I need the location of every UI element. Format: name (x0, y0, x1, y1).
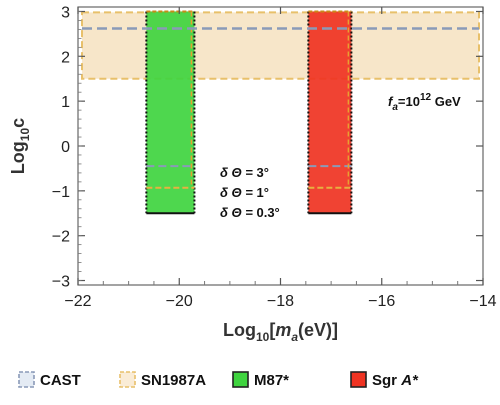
axes: −22 −20 −18 −16 −143210−1−2−3Log10[ma(eV)]Lo… (8, 4, 497, 344)
plot-area (81, 10, 480, 215)
y-title-log: Log (8, 141, 28, 174)
dtheta-value: 0.3° (256, 205, 279, 220)
legend-label-sgr: Sgr (372, 372, 401, 389)
y-tick-label: 3 (61, 4, 70, 21)
x-title-var-sub: a (291, 330, 298, 344)
m87-region (146, 11, 195, 214)
legend-label-m87: M87* (254, 372, 289, 389)
sn1987a-band (81, 11, 480, 80)
legend-swatch-sn1987a (119, 371, 136, 388)
y-title-var: c (8, 118, 28, 128)
dtheta-prefix: δ Θ = (220, 205, 256, 220)
dtheta-prefix: δ Θ = (220, 185, 256, 200)
fa-unit: GeV (431, 94, 461, 109)
fa-exp: 12 (420, 92, 432, 103)
dtheta-label: δ Θ = 1° (220, 185, 269, 200)
y-tick-label: 0 (61, 139, 70, 156)
legend-swatch-m87 (232, 371, 249, 388)
y-axis-title: Log10c (8, 118, 32, 174)
dtheta-value: 1° (256, 185, 268, 200)
legend-swatch-cast (18, 371, 35, 388)
x-title-var: m (275, 320, 291, 340)
x-tick-label: −14 (469, 293, 496, 310)
legend-label-sgra: Sgr A* (372, 372, 419, 389)
fa-annotation: fa=1012 GeV (388, 92, 461, 113)
y-tick-label: 1 (61, 94, 70, 111)
x-tick-label: −22 (64, 293, 91, 310)
x-title-unit: (eV)] (298, 320, 338, 340)
x-axis-title: Log10[ma(eV)] (223, 320, 338, 344)
y-title-sub: 10 (18, 128, 32, 142)
dtheta-prefix: δ Θ = (220, 165, 256, 180)
legend-label-astar: A* (400, 372, 419, 389)
y-tick-label: −1 (52, 184, 70, 201)
fa-symbol: f (388, 94, 394, 109)
legend-label-sn1987a: SN1987A (141, 372, 206, 389)
dtheta-label: δ Θ = 0.3° (220, 205, 280, 220)
sgra-region (308, 11, 352, 214)
dtheta-label: δ Θ = 3° (220, 165, 269, 180)
legend-label-cast: CAST (40, 372, 81, 389)
legend-swatch-sgra (350, 371, 367, 388)
legend: CAST SN1987A M87* Sgr A* (18, 371, 419, 389)
y-tick-label: −3 (52, 274, 70, 291)
y-tick-label: 2 (61, 49, 70, 66)
x-tick-label: −16 (368, 293, 395, 310)
x-title-bracket: [ (269, 320, 275, 340)
dtheta-value: 3° (256, 165, 268, 180)
x-title-log: Log (223, 320, 256, 340)
x-tick-label: −20 (166, 293, 193, 310)
y-tick-label: −2 (52, 229, 70, 246)
x-tick-label: −18 (267, 293, 294, 310)
fa-sub: a (392, 102, 398, 113)
fa-eq: =10 (398, 94, 420, 109)
x-title-sub: 10 (256, 330, 270, 344)
